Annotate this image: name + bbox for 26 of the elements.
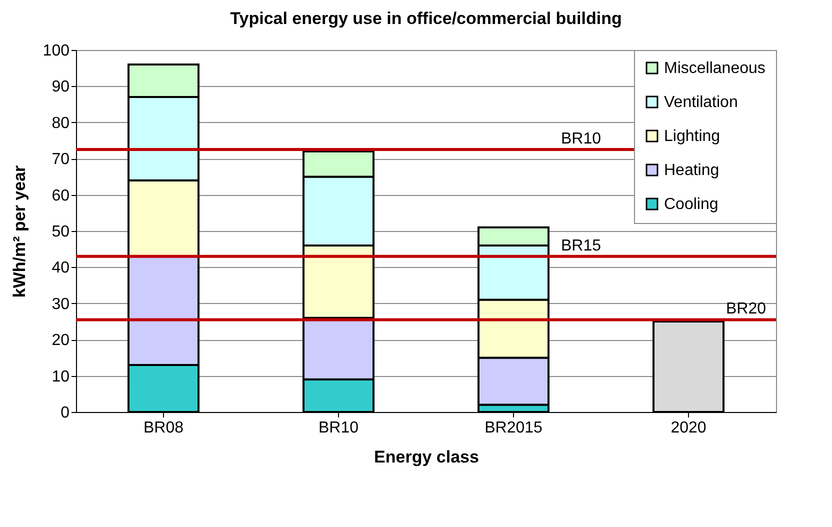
x-axis-title: Energy class xyxy=(374,448,479,466)
y-tick-label: 30 xyxy=(52,296,70,313)
y-tick-label: 80 xyxy=(52,114,70,132)
ref-line-label: BR15 xyxy=(560,237,602,254)
x-tick-label: 2020 xyxy=(670,420,706,436)
ref-line-label: BR20 xyxy=(726,300,766,318)
legend-label: Cooling xyxy=(664,196,718,213)
ref-line-label: BR10 xyxy=(560,130,602,148)
x-tick-label: BR2015 xyxy=(484,420,543,436)
y-tick-label: 90 xyxy=(52,78,70,96)
y-tick-label: 50 xyxy=(52,224,70,240)
chart-title: Typical energy use in office/commercial building xyxy=(230,9,622,28)
y-tick-label: 40 xyxy=(52,260,70,277)
y-axis-title: kWh/m² per year xyxy=(10,164,29,298)
y-tick-label: 70 xyxy=(52,151,70,168)
y-tick-label: 20 xyxy=(52,332,70,350)
legend-label: Miscellaneous xyxy=(664,60,766,77)
y-tick-label: 60 xyxy=(52,187,70,204)
legend-label: Lighting xyxy=(664,128,720,145)
x-tick-label: BR10 xyxy=(318,420,359,436)
legend-label: Heating xyxy=(664,162,720,179)
y-tick-label: 0 xyxy=(60,404,70,422)
y-tick-label: 10 xyxy=(52,368,70,386)
x-tick-label: BR08 xyxy=(143,420,184,436)
legend-label: Ventilation xyxy=(664,94,738,111)
y-tick-label: 100 xyxy=(42,42,70,60)
